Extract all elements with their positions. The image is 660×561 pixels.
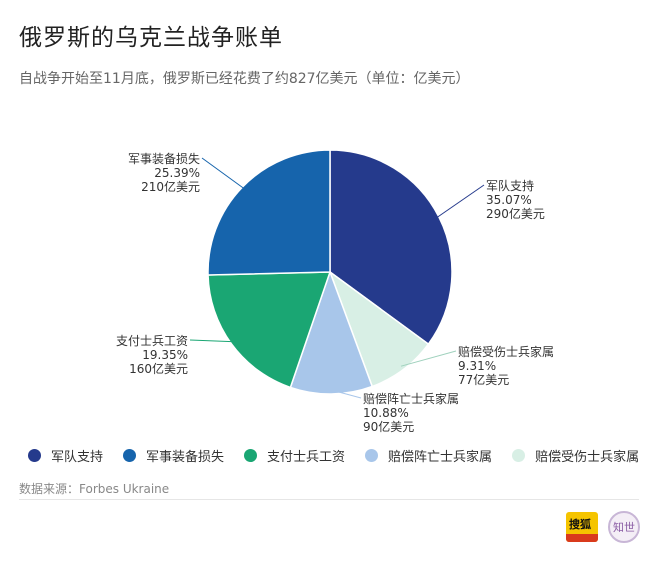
sohu-logo-bar bbox=[566, 534, 598, 542]
legend-label: 支付士兵工资 bbox=[267, 450, 346, 465]
legend-item-soldier-wages: 支付士兵工资 bbox=[244, 446, 345, 465]
legend-swatch bbox=[365, 449, 379, 462]
slice-label: 军事装备损失 bbox=[128, 151, 200, 166]
leader-line bbox=[331, 389, 362, 399]
pie-chart: 军队支持35.07%290亿美元赔偿受伤士兵家属9.31%77亿美元赔偿阵亡士兵… bbox=[116, 149, 554, 434]
slice-label: 赔偿受伤士兵家属 bbox=[458, 344, 554, 359]
slice-label: 赔偿阵亡士兵家属 bbox=[363, 391, 459, 406]
legend-item-equipment-loss: 军事装备损失 bbox=[123, 446, 224, 465]
sohu-logo-text: 搜狐 bbox=[569, 518, 591, 531]
zhishi-logo-text: 知世 bbox=[613, 521, 635, 534]
legend-label: 军事装备损失 bbox=[146, 450, 225, 465]
pie-slice bbox=[329, 149, 453, 346]
legend-item-wounded-compensation: 赔偿受伤士兵家属 bbox=[512, 446, 639, 465]
slice-value: 290亿美元 bbox=[486, 206, 545, 221]
legend-swatch bbox=[123, 449, 137, 462]
slice-value: 90亿美元 bbox=[363, 419, 414, 434]
slice-label: 支付士兵工资 bbox=[116, 334, 188, 348]
pie-slice bbox=[207, 271, 332, 389]
legend: 军队支持 军事装备损失 支付士兵工资 赔偿阵亡士兵家属 赔偿受伤士兵家属 bbox=[28, 446, 639, 465]
legend-swatch bbox=[512, 449, 526, 462]
zhishi-logo: 知世 bbox=[608, 511, 640, 543]
leader-line bbox=[435, 184, 485, 220]
data-source: 数据来源：Forbes Ukraine bbox=[19, 482, 170, 496]
slice-percent: 25.39% bbox=[154, 166, 200, 180]
chart-title: 俄罗斯的乌克兰战争账单 bbox=[19, 25, 283, 51]
pie-slice bbox=[207, 149, 331, 276]
chart-subtitle: 自战争开始至11月底，俄罗斯已经花费了约827亿美元（单位：亿美元） bbox=[19, 71, 470, 87]
legend-label: 赔偿受伤士兵家属 bbox=[535, 450, 640, 465]
slice-value: 160亿美元 bbox=[129, 361, 188, 376]
slice-value: 77亿美元 bbox=[458, 372, 509, 387]
leader-line bbox=[189, 339, 235, 343]
leader-line bbox=[201, 157, 246, 191]
slice-percent: 9.31% bbox=[458, 359, 496, 373]
divider bbox=[19, 499, 639, 500]
legend-label: 军队支持 bbox=[51, 450, 104, 465]
sohu-logo: 搜狐 bbox=[566, 512, 598, 542]
leader-line bbox=[400, 350, 457, 367]
pie-slice bbox=[289, 269, 374, 395]
slice-percent: 35.07% bbox=[486, 193, 532, 207]
slice-value: 210亿美元 bbox=[141, 179, 200, 194]
slice-percent: 19.35% bbox=[142, 348, 188, 362]
legend-swatch bbox=[244, 449, 258, 462]
slice-percent: 10.88% bbox=[363, 406, 409, 420]
legend-item-army-support: 军队支持 bbox=[28, 446, 103, 465]
legend-swatch bbox=[28, 449, 41, 462]
legend-item-killed-compensation: 赔偿阵亡士兵家属 bbox=[365, 446, 492, 465]
legend-label: 赔偿阵亡士兵家属 bbox=[388, 450, 493, 465]
slice-label: 军队支持 bbox=[486, 178, 534, 193]
